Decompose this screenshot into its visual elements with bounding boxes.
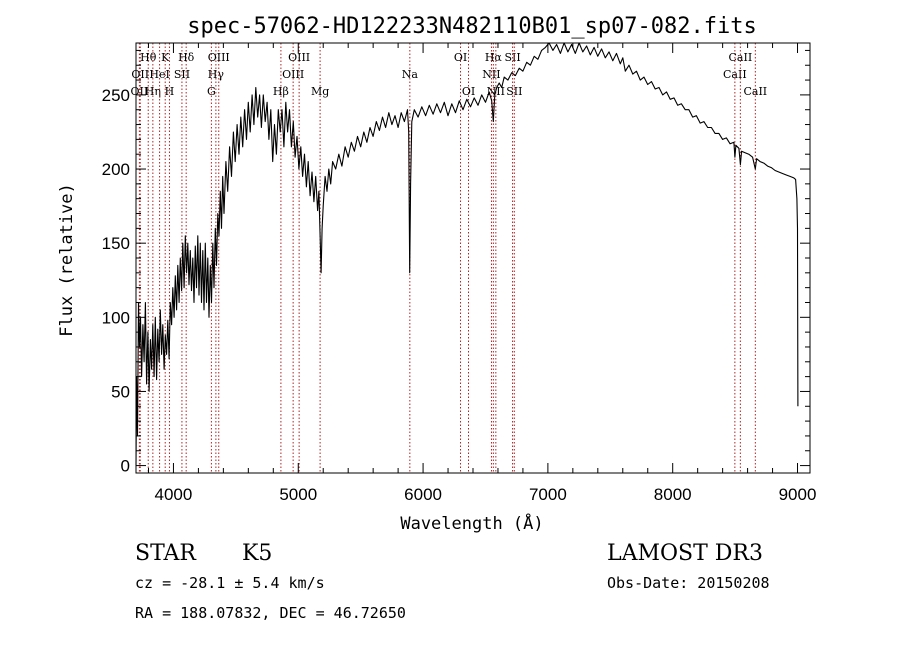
survey-name: LAMOST DR3	[607, 541, 763, 566]
emission-line-markers: OIIOIIHθHηHeIKHSIIHδGHγOIIIHβOIIIOIIIMgN…	[131, 43, 767, 473]
line-marker-label-13: OIII	[282, 68, 304, 81]
y-tick-label-0: 0	[121, 457, 130, 476]
line-marker-label-2: Hθ	[140, 51, 157, 64]
plot-frame	[135, 42, 811, 474]
line-marker-label-6: H	[165, 85, 175, 98]
y-tick-label-2: 100	[102, 308, 130, 327]
spectrum-series-flux	[135, 42, 799, 466]
line-marker-label-26: CaII	[743, 85, 767, 98]
line-marker-label-11: OIII	[208, 51, 230, 64]
object-subclass: K5	[242, 541, 272, 566]
y-tick-label-4: 200	[102, 160, 130, 179]
line-marker-label-12: Hβ	[273, 85, 289, 98]
line-marker-label-5: K	[161, 51, 170, 64]
line-marker-label-18: OI	[462, 85, 475, 98]
y-tick-label-1: 50	[111, 382, 130, 401]
axes: 4000 5000 6000 7000 8000 9000 0 50 100 150 200 250	[102, 42, 817, 504]
line-marker-label-22: SII	[504, 51, 520, 64]
line-marker-label-23: SII	[506, 85, 522, 98]
line-marker-label-8: Hδ	[178, 51, 195, 64]
redshift-cz: cz = -28.1 ± 5.4 km/s	[135, 574, 325, 592]
x-tick-label-1: 5000	[279, 485, 317, 504]
line-marker-label-20: Hα	[485, 51, 503, 64]
line-marker-label-9: G	[207, 85, 216, 98]
observation-date: Obs-Date: 20150208	[607, 574, 770, 592]
line-marker-label-19: NII	[482, 68, 500, 81]
line-marker-label-15: Mg	[311, 85, 329, 98]
line-marker-label-17: OI	[454, 51, 467, 64]
chart-title: spec-57062-HD122233N482110B01_sp07-082.f…	[187, 14, 757, 39]
line-marker-label-25: CaII	[729, 51, 753, 64]
line-marker-label-10: Hγ	[208, 68, 225, 81]
x-axis-title: Wavelength (Å)	[400, 512, 543, 534]
line-marker-label-4: HeI	[149, 68, 169, 81]
x-tick-label-5: 9000	[779, 485, 817, 504]
series-layer	[135, 42, 799, 466]
line-marker-label-3: Hη	[145, 85, 161, 98]
y-tick-label-3: 150	[102, 234, 130, 253]
object-class: STAR	[135, 541, 197, 566]
line-marker-label-14: OIII	[288, 51, 310, 64]
x-tick-label-0: 4000	[155, 485, 193, 504]
line-marker-label-1: OII	[131, 68, 149, 81]
x-tick-label-3: 7000	[529, 485, 567, 504]
x-tick-label-2: 6000	[404, 485, 442, 504]
coordinates: RA = 188.07832, DEC = 46.72650	[135, 604, 406, 622]
line-marker-label-24: CaII	[723, 68, 747, 81]
line-marker-label-16: Na	[402, 68, 419, 81]
x-tick-label-4: 8000	[654, 485, 692, 504]
y-tick-label-5: 250	[102, 86, 130, 105]
line-marker-label-7: SII	[174, 68, 190, 81]
y-axis-title: Flux (relative)	[57, 183, 77, 337]
